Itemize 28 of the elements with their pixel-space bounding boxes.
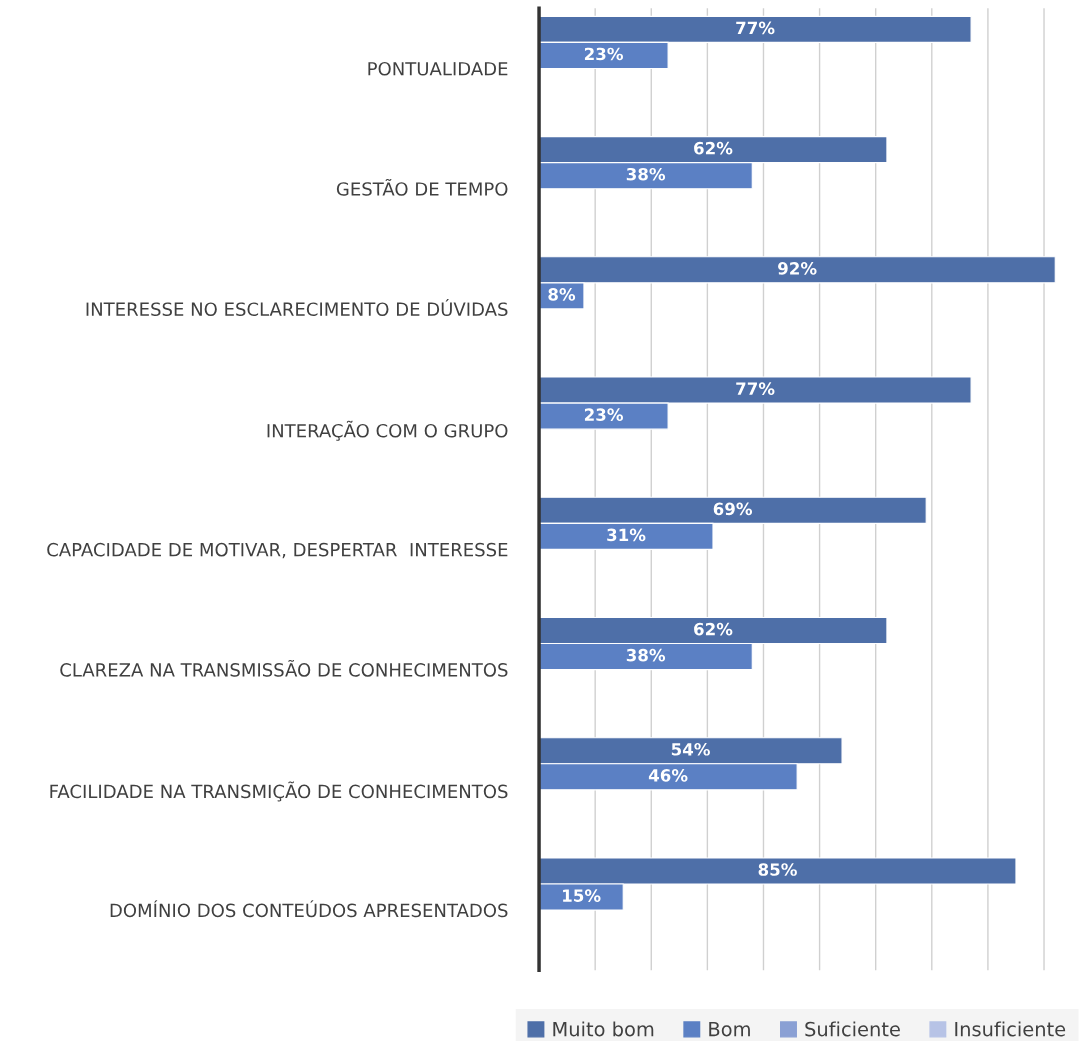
data-label: 62% — [694, 141, 733, 155]
data-label: 77% — [736, 21, 775, 35]
legend-label: Suficiente — [805, 1021, 900, 1037]
data-label: 54% — [671, 743, 710, 756]
legend-label: Insuficiente — [955, 1021, 1066, 1037]
legend-label: Bom — [709, 1021, 750, 1037]
data-label: 38% — [626, 167, 666, 181]
data-label: 31% — [607, 528, 646, 542]
data-label: 85% — [758, 863, 797, 876]
data-label: 62% — [694, 622, 733, 636]
y-tick-label: INTERESSE NO ESCLARECIMENTO DE DÚVIDAS — [86, 299, 508, 317]
y-tick-label: INTERAÇÃO COM O GRUPO — [267, 420, 508, 441]
y-tick-label: PONTUALIDADE — [368, 61, 508, 76]
y-tick-label: GESTÃO DE TEMPO — [336, 178, 508, 196]
y-tick-label: CAPACIDADE DE MOTIVAR, DESPERTAR INTERESSE — [47, 542, 508, 559]
data-label: 46% — [648, 769, 688, 782]
y-tick-label: FACILIDADE NA TRANSMIÇÃO DE CONHECIMENTOS — [50, 781, 508, 802]
data-label: 23% — [584, 408, 623, 421]
data-label: 15% — [563, 889, 601, 902]
data-label: 69% — [713, 502, 753, 516]
y-tick-label: CLAREZA NA TRANSMISSÃO DE CONHECIMENTOS — [60, 659, 508, 677]
data-label: 77% — [736, 382, 775, 395]
y-tick-label: DOMÍNIO DOS CONTEÚDOS APRESENTADOS — [110, 900, 508, 918]
data-label: 38% — [626, 648, 666, 662]
data-label: 23% — [584, 47, 623, 61]
legend-label: Muito bom — [553, 1021, 654, 1037]
data-label: 92% — [778, 262, 817, 275]
data-label: 8% — [548, 288, 576, 301]
